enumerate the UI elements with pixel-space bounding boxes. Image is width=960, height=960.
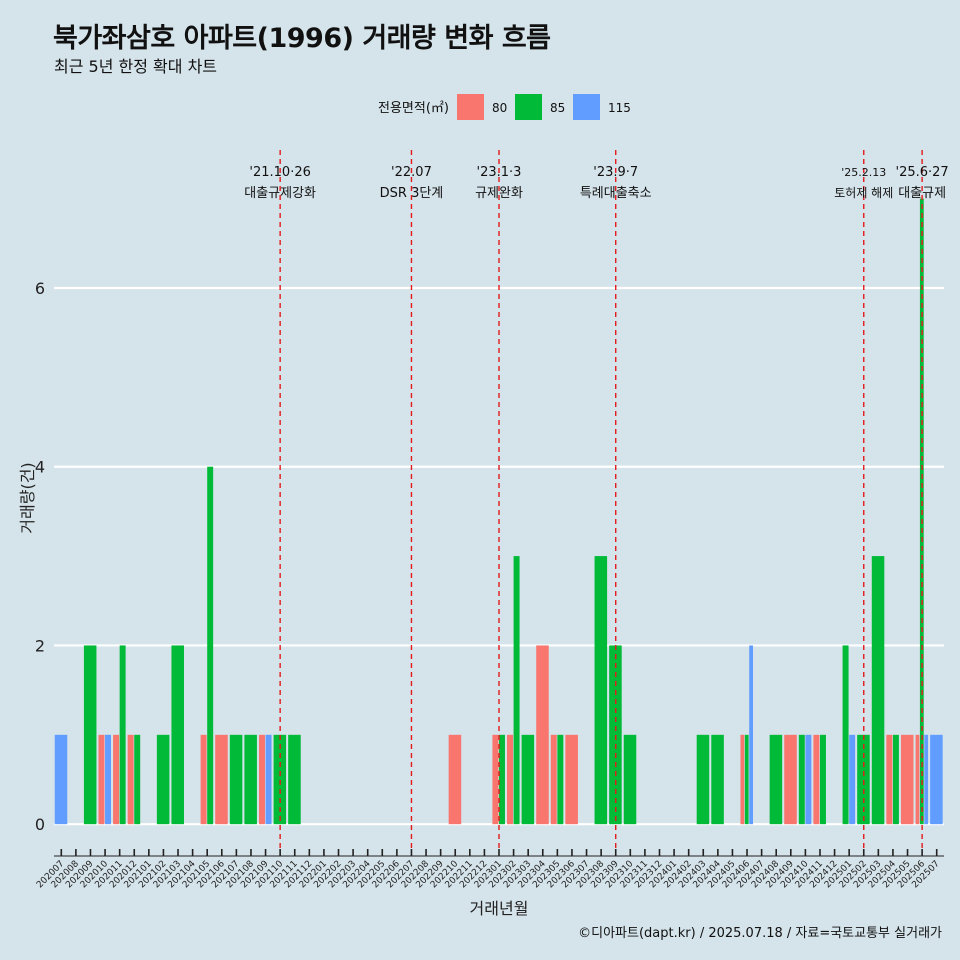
bar-80-202411 — [813, 734, 820, 825]
bar-85-202302 — [513, 556, 520, 825]
bar-115-202406 — [749, 645, 753, 825]
y-axis-title: 거래량(건) — [18, 462, 37, 533]
event-name-label: 대출규제 — [898, 186, 946, 201]
bar-85-202011 — [119, 645, 126, 825]
bar-115-202507 — [930, 734, 943, 825]
bar-85-202309 — [609, 645, 622, 825]
legend-label-80: 80 — [492, 101, 507, 115]
event-date-label: '25.6·27 — [896, 165, 949, 180]
bar-85-202305 — [557, 734, 564, 825]
y-tick-label: 2 — [35, 636, 45, 655]
legend-title: 전용면적(㎡) — [378, 101, 449, 116]
bar-80-202010 — [98, 734, 105, 825]
event-date-label: '25.2.13 — [841, 166, 886, 179]
bar-80-202305 — [550, 734, 557, 825]
event-date-label: '22.07 — [391, 165, 432, 180]
legend-label-85: 85 — [550, 101, 565, 115]
chart-title: 북가좌삼호 아파트(1996) 거래량 변화 흐름 — [53, 23, 551, 54]
bar-80-202109 — [258, 734, 265, 825]
bar-80-202306 — [565, 734, 578, 825]
bar-85-202503 — [871, 556, 885, 825]
bar-85-202012 — [134, 734, 141, 825]
bar-85-202105 — [207, 466, 214, 825]
bar-85-202504 — [892, 734, 899, 825]
bar-85-202303 — [521, 734, 535, 825]
bar-85-202501 — [842, 645, 849, 825]
y-tick-label: 0 — [35, 815, 45, 834]
bar-115-202410 — [805, 734, 812, 825]
bar-115-202007 — [54, 734, 68, 825]
bar-80-202304 — [536, 645, 549, 825]
bar-85-202404 — [711, 734, 724, 825]
bar-80-202011 — [113, 734, 120, 825]
bar-85-202301 — [499, 734, 505, 825]
bar-115-202501 — [849, 734, 856, 825]
bar-85-202406 — [744, 734, 749, 825]
bar-85-202310 — [623, 734, 637, 825]
bar-115-202109 — [265, 734, 272, 825]
event-date-label: '23.1·3 — [477, 165, 522, 180]
bar-85-202411 — [819, 734, 826, 825]
event-name-label: 특례대출축소 — [580, 186, 652, 201]
legend-label-115: 115 — [608, 101, 631, 115]
bar-85-202110 — [273, 734, 287, 825]
bar-85-202403 — [696, 734, 710, 825]
legend-swatch-85 — [515, 94, 542, 120]
event-date-label: '23.9·7 — [593, 165, 638, 180]
bar-85-202408 — [769, 734, 783, 825]
bar-80-202302 — [507, 734, 513, 825]
bar-80-202106 — [215, 734, 228, 825]
bar-80-202409 — [784, 734, 797, 825]
bar-80-202505 — [900, 734, 914, 825]
bar-85-202009 — [83, 645, 97, 825]
legend-swatch-80 — [457, 94, 484, 120]
bar-80-202301 — [492, 734, 499, 825]
bar-85-202502 — [857, 734, 870, 825]
event-name-label: 토허제 해제 — [834, 186, 893, 200]
x-axis-title: 거래년월 — [470, 899, 529, 918]
bar-80-202210 — [448, 734, 462, 825]
bar-80-202506 — [915, 734, 920, 825]
bar-85-202308 — [594, 556, 608, 825]
bar-85-202108 — [244, 734, 257, 825]
bar-115-202506 — [924, 734, 929, 825]
event-name-label: 대출규제강화 — [244, 186, 316, 201]
event-date-label: '21.10·26 — [249, 165, 310, 180]
bar-85-202107 — [229, 734, 243, 825]
bar-85-202111 — [288, 734, 301, 825]
chart-subtitle: 최근 5년 한정 확대 차트 — [54, 57, 218, 76]
bar-80-202105 — [200, 734, 207, 825]
bar-80-202012 — [127, 734, 134, 825]
chart-caption: ©디아파트(dapt.kr) / 2025.07.18 / 자료=국토교통부 실… — [578, 926, 942, 941]
bar-115-202010 — [105, 734, 112, 825]
legend-swatch-115 — [573, 94, 600, 120]
y-tick-label: 6 — [35, 279, 45, 298]
y-tick-label: 4 — [35, 458, 45, 477]
bar-85-202103 — [171, 645, 184, 825]
bar-80-202406 — [740, 734, 745, 825]
event-name-label: DSR 3단계 — [380, 186, 444, 201]
bar-85-202410 — [798, 734, 805, 825]
bar-85-202102 — [156, 734, 170, 825]
bar-80-202504 — [886, 734, 893, 825]
event-name-label: 규제완화 — [475, 186, 523, 201]
